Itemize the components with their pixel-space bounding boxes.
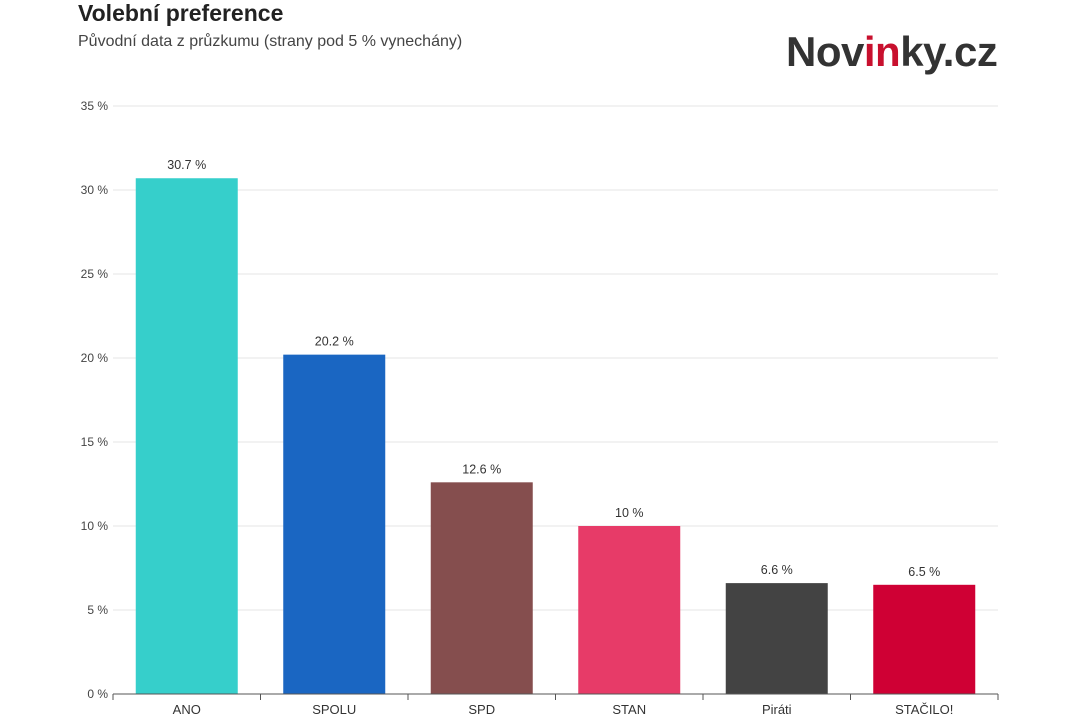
x-tick-label: STAN (612, 702, 646, 717)
data-label: 12.6 % (462, 462, 501, 476)
x-tick-label: SPD (468, 702, 495, 717)
data-label: 10 % (615, 506, 644, 520)
chart-subtitle: Původní data z průzkumu (strany pod 5 % … (78, 33, 463, 50)
logo-text-part3: ky.cz (900, 28, 998, 75)
data-label: 30.7 % (167, 158, 206, 172)
x-axis (112, 693, 999, 700)
logo-text-accent: in (863, 28, 901, 75)
y-tick-label: 25 % (81, 267, 109, 281)
data-label: 6.6 % (761, 563, 793, 577)
y-tick-label: 30 % (81, 183, 109, 197)
x-tick-label: Piráti (762, 702, 792, 717)
novinky-logo: Novinky.cz (786, 28, 998, 76)
bar-spd (430, 482, 533, 694)
bar-ano (135, 178, 238, 695)
chart-title: Volební preference (78, 0, 284, 26)
y-tick-label: 20 % (81, 351, 109, 365)
y-tick-label: 35 % (81, 99, 109, 113)
bar-stan (578, 526, 681, 694)
grid-lines (113, 105, 998, 611)
y-tick-label: 15 % (81, 435, 109, 449)
x-tick-label: STAČILO! (895, 702, 953, 717)
labels: 0 % 5 % 10 % 15 % 20 % 25 % 30 % 35 % 30.7 % ANO 2… (81, 99, 954, 717)
x-tick-label: SPOLU (312, 702, 356, 717)
bars (135, 178, 976, 695)
y-tick-label: 10 % (81, 519, 109, 533)
bar-stačilo! (873, 584, 976, 694)
y-tick-label: 5 % (87, 603, 108, 617)
x-tick-label: ANO (173, 702, 201, 717)
data-label: 20.2 % (315, 335, 354, 349)
y-tick-label: 0 % (87, 687, 108, 701)
data-label: 6.5 % (908, 565, 940, 579)
logo-text-part1: Nov (786, 28, 864, 75)
bar-spolu (283, 354, 386, 694)
bar-piráti (725, 583, 828, 694)
